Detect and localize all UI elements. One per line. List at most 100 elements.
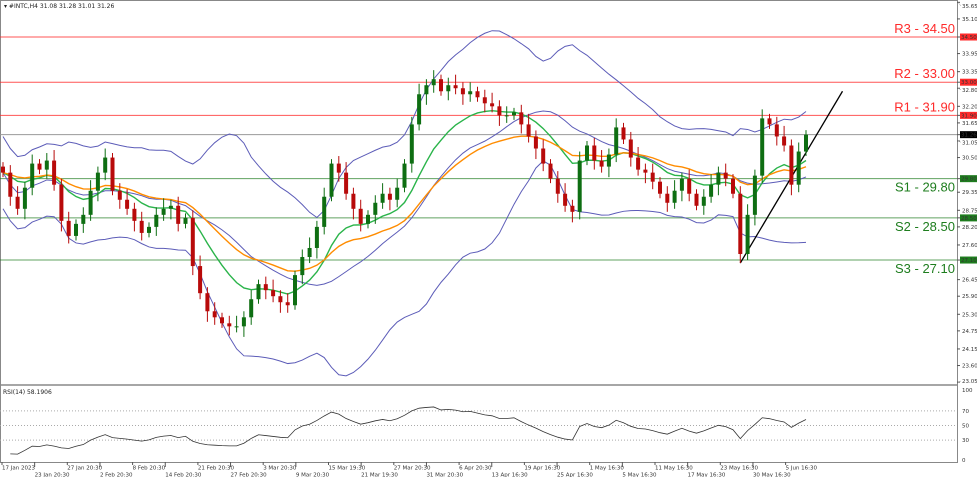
time-tick-label: 9 Mar 20:30 bbox=[296, 473, 330, 477]
time-tick-label: 21 Feb 20:30 bbox=[198, 466, 235, 472]
time-tick-label: 27 Feb 20:30 bbox=[231, 473, 268, 477]
candle-bear bbox=[344, 172, 349, 194]
time-tick-label: 14 Feb 20:30 bbox=[165, 473, 202, 477]
price-tick-label: 28.20 bbox=[962, 225, 977, 231]
candle-bear bbox=[789, 145, 794, 185]
time-tick-label: 21 Mar 19:30 bbox=[361, 473, 398, 477]
candle-bear bbox=[782, 136, 787, 146]
candle-bear bbox=[643, 169, 648, 173]
candle-bull bbox=[161, 208, 166, 215]
candle-bear bbox=[263, 284, 268, 291]
level-price-tag bbox=[960, 175, 977, 183]
candle-bear bbox=[139, 220, 144, 233]
candle-bull bbox=[424, 85, 429, 95]
ohlc-values: 31.08 31.28 31.01 31.26 bbox=[40, 3, 115, 10]
time-tick-label: 23 May 16:30 bbox=[720, 466, 758, 472]
candle-bear bbox=[125, 199, 130, 209]
candle-bear bbox=[176, 205, 181, 224]
time-tick-label: 1 May 16:30 bbox=[590, 466, 625, 472]
time-tick-label: 6 Apr 20:30 bbox=[459, 466, 492, 472]
rsi-tick-label: 0 bbox=[962, 458, 966, 464]
price-tick-label: 33.95 bbox=[962, 52, 977, 58]
rsi-tick-label: 50 bbox=[962, 424, 969, 430]
candle-bear bbox=[687, 178, 692, 194]
candle-bull bbox=[241, 317, 246, 327]
candle-bull bbox=[395, 187, 400, 200]
candle-bear bbox=[497, 106, 502, 116]
candle-bear bbox=[439, 79, 443, 92]
candle-bear bbox=[278, 296, 283, 303]
price-tick-label: 32.80 bbox=[962, 88, 977, 94]
bollinger-lower bbox=[2, 160, 807, 377]
level-price-tag-text: 29.80 bbox=[961, 177, 977, 183]
price-tick-label: 31.65 bbox=[962, 121, 977, 127]
bollinger-upper bbox=[2, 30, 807, 219]
level-label: R2 - 33.00 bbox=[894, 66, 955, 81]
candle-bear bbox=[358, 208, 363, 224]
candle-bear bbox=[650, 172, 655, 182]
time-tick-label: 8 Feb 20:30 bbox=[133, 466, 166, 472]
price-tick-label: 31.05 bbox=[962, 140, 977, 146]
candle-bear bbox=[52, 160, 57, 185]
level-price-tag-text: 34.50 bbox=[961, 35, 977, 41]
price-label-leader bbox=[957, 88, 962, 91]
candle-bear bbox=[563, 193, 568, 206]
candle-bear bbox=[723, 172, 728, 179]
level-price-tag-text: 28.50 bbox=[961, 216, 977, 222]
candle-bear bbox=[8, 172, 13, 197]
price-tick-label: 25.30 bbox=[962, 312, 977, 318]
candle-bear bbox=[66, 220, 71, 236]
candle-bull bbox=[431, 79, 436, 86]
candle-bear bbox=[15, 196, 20, 209]
candle-bull bbox=[44, 160, 49, 170]
rsi-tick-label: 70 bbox=[962, 409, 969, 415]
candle-bull bbox=[417, 94, 422, 125]
candle-bull bbox=[103, 157, 108, 173]
price-tick-label: 32.20 bbox=[962, 104, 977, 110]
candle-bull bbox=[373, 202, 378, 215]
price-tick-label: 26.45 bbox=[962, 278, 977, 284]
candle-bear bbox=[592, 145, 597, 161]
candle-bear bbox=[453, 85, 458, 89]
time-tick-label: 27 Jan 20:30 bbox=[67, 466, 102, 472]
time-tick-label: 17 Jan 2023 bbox=[2, 466, 35, 472]
candle-bull bbox=[585, 145, 589, 161]
price-tick-label: 24.75 bbox=[962, 329, 977, 335]
candle-bull bbox=[468, 91, 473, 95]
candle-bull bbox=[88, 190, 93, 215]
candle-bear bbox=[227, 323, 232, 327]
level-price-tag bbox=[960, 256, 977, 264]
level-price-tag-text: 33.00 bbox=[961, 80, 977, 86]
candle-bull bbox=[249, 299, 254, 318]
price-tick-label: 28.75 bbox=[962, 208, 977, 214]
candle-bear bbox=[628, 139, 633, 158]
candle-bull bbox=[366, 214, 370, 224]
price-tick-label: 29.35 bbox=[962, 190, 977, 196]
time-tick-label: 25 Apr 16:30 bbox=[557, 473, 593, 477]
ma-slow-line bbox=[2, 135, 807, 272]
price-tick-label: 23.05 bbox=[962, 379, 977, 385]
level-price-tag-text: 27.10 bbox=[961, 258, 977, 264]
candle-bull bbox=[672, 190, 677, 203]
candle-bull bbox=[409, 124, 414, 164]
time-tick-label: 23 Jan 20:30 bbox=[35, 473, 70, 477]
time-tick-label: 2 Feb 20:30 bbox=[100, 473, 133, 477]
price-label-leader bbox=[957, 2, 962, 7]
level-label: R1 - 31.90 bbox=[894, 99, 955, 114]
time-tick-label: 15 Mar 19:30 bbox=[329, 466, 366, 472]
candle-bear bbox=[198, 266, 203, 294]
candle-bull bbox=[606, 154, 611, 167]
candle-bear bbox=[490, 103, 495, 107]
candle-bull bbox=[22, 187, 27, 209]
candle-bear bbox=[351, 193, 356, 209]
collapse-icon[interactable]: ▾ bbox=[4, 3, 9, 10]
candle-bear bbox=[205, 293, 210, 312]
candle-bear bbox=[541, 148, 546, 164]
price-tick-label: 24.15 bbox=[962, 347, 977, 353]
candle-bull bbox=[81, 214, 86, 224]
level-label: S1 - 29.80 bbox=[895, 180, 955, 195]
price-tick-label: 35.65 bbox=[962, 4, 977, 10]
level-label: S2 - 28.50 bbox=[895, 219, 955, 234]
candle-bear bbox=[117, 190, 122, 200]
